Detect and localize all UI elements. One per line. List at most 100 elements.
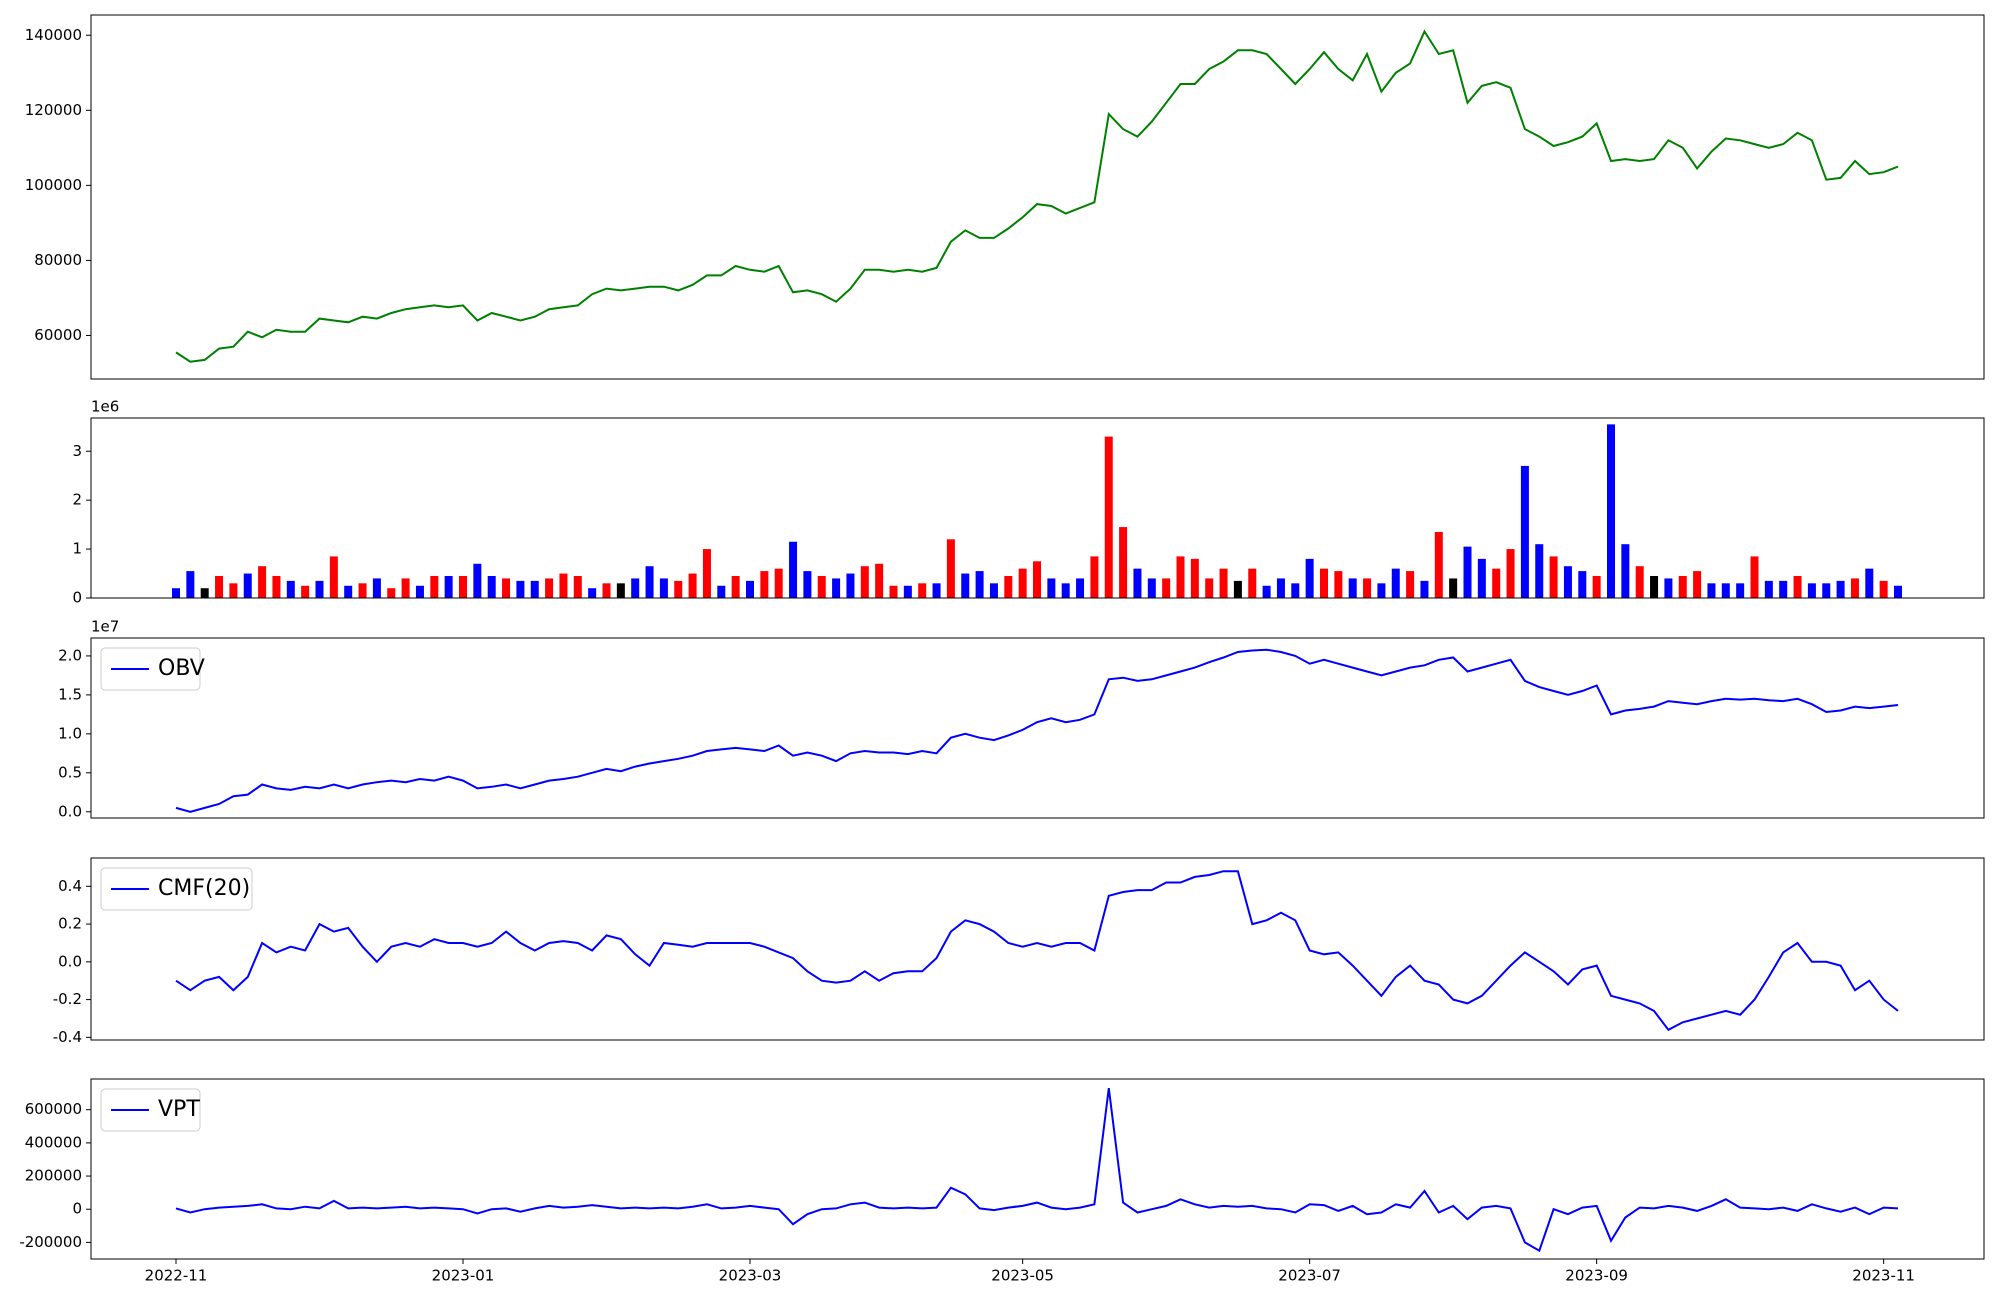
- y-tick-label: 200000: [25, 1167, 82, 1185]
- y-tick-label: 600000: [25, 1100, 82, 1118]
- volume-bar: [1248, 568, 1257, 598]
- volume-bar: [502, 578, 511, 598]
- volume-bar: [659, 578, 668, 598]
- x-tick-label: 2023-07: [1278, 1267, 1341, 1285]
- volume-bar: [1678, 575, 1687, 598]
- volume-bar: [1147, 578, 1156, 598]
- volume-bar: [602, 583, 611, 598]
- volume-bar: [817, 575, 826, 598]
- y-tick-label: 60000: [34, 326, 82, 344]
- y-tick-label: 0: [72, 1200, 82, 1218]
- volume-bar: [1018, 568, 1027, 598]
- legend-label: VPT: [158, 1097, 200, 1122]
- y-tick-label: -200000: [19, 1233, 82, 1251]
- volume-bar: [530, 580, 539, 598]
- volume-bar: [918, 583, 927, 598]
- axes-frame: [90, 1078, 1985, 1260]
- volume-bar: [1420, 580, 1429, 598]
- volume-bar: [645, 566, 654, 598]
- volume-bar: [1607, 424, 1615, 598]
- legend-box: [100, 1088, 201, 1132]
- x-tick-label: 2023-05: [991, 1267, 1054, 1285]
- x-tick-label: 2022-11: [145, 1267, 208, 1285]
- volume-bar: [702, 549, 711, 598]
- volume-bar: [1650, 575, 1659, 598]
- volume-bar: [344, 585, 353, 598]
- volume-bar: [559, 573, 568, 598]
- y-tick-label: -0.4: [53, 1028, 82, 1046]
- volume-bar: [1291, 583, 1300, 598]
- volume-bar: [1061, 583, 1070, 598]
- volume-bar: [372, 578, 381, 598]
- volume-bar: [1162, 578, 1171, 598]
- y-tick-label: 1.5: [58, 685, 82, 703]
- legend-label: CMF(20): [158, 876, 250, 901]
- x-tick-label: 2023-09: [1565, 1267, 1628, 1285]
- volume-bar: [229, 583, 238, 598]
- volume-bar: [1348, 578, 1357, 598]
- volume-bar: [774, 568, 783, 598]
- volume-bar: [1721, 583, 1730, 598]
- volume-bar: [1506, 549, 1515, 598]
- y-tick-label: 0.0: [58, 952, 82, 970]
- volume-bar: [1406, 571, 1415, 598]
- volume-bar: [789, 541, 798, 598]
- volume-bar: [1736, 583, 1745, 598]
- axes-frame: [90, 857, 1985, 1041]
- volume-bar: [832, 578, 841, 598]
- volume-bar: [516, 580, 525, 598]
- volume-bar: [932, 583, 941, 598]
- volume-bar: [1807, 583, 1816, 598]
- series-line: [175, 1087, 1899, 1253]
- volume-bar: [1549, 556, 1558, 598]
- x-tick-label: 2023-01: [432, 1267, 495, 1285]
- volume-bar: [903, 585, 912, 598]
- series-line: [175, 648, 1899, 813]
- volume-bar: [1693, 571, 1702, 598]
- x-tick-label: 2023-11: [1852, 1267, 1915, 1285]
- volume-bar: [1592, 575, 1601, 598]
- volume-bar: [889, 585, 898, 598]
- volume-bar: [717, 585, 726, 598]
- offset-label: 1e6: [91, 398, 119, 416]
- volume-bar: [1033, 561, 1041, 598]
- volume-bar: [1377, 583, 1386, 598]
- volume-bar: [1563, 566, 1572, 598]
- volume-bar: [674, 580, 683, 598]
- axes-frame: [90, 14, 1985, 380]
- volume-bar: [1822, 583, 1831, 598]
- volume-bar: [760, 571, 769, 598]
- volume-bar: [473, 563, 482, 598]
- volume-bar: [444, 575, 453, 598]
- volume-bar: [1305, 558, 1314, 598]
- volume-bar: [688, 573, 697, 598]
- volume-bar: [1320, 568, 1328, 598]
- volume-bar: [387, 588, 396, 598]
- volume-bar: [1750, 556, 1759, 598]
- volume-bar: [1262, 585, 1271, 598]
- y-tick-label: 0.4: [58, 877, 82, 895]
- volume-bar: [1621, 544, 1630, 598]
- volume-bar: [315, 580, 324, 598]
- volume-bar: [430, 575, 439, 598]
- volume-bar: [258, 566, 267, 598]
- axes-frame: [90, 637, 1985, 819]
- y-tick-label: 400000: [25, 1133, 82, 1151]
- volume-bar: [1190, 558, 1199, 598]
- volume-bar: [1449, 578, 1458, 598]
- volume-bar: [573, 575, 582, 598]
- volume-bar: [215, 575, 224, 598]
- y-tick-label: 1.0: [58, 724, 82, 742]
- volume-bar: [1477, 558, 1486, 598]
- volume-bar: [1133, 568, 1142, 598]
- volume-bar: [1793, 575, 1802, 598]
- volume-bar: [1836, 580, 1845, 598]
- volume-bar: [1391, 568, 1400, 598]
- y-tick-label: 3: [72, 442, 82, 460]
- volume-bar: [1047, 578, 1056, 598]
- y-tick-label: 140000: [25, 26, 82, 44]
- legend-box: [100, 867, 253, 911]
- volume-bar: [1276, 578, 1285, 598]
